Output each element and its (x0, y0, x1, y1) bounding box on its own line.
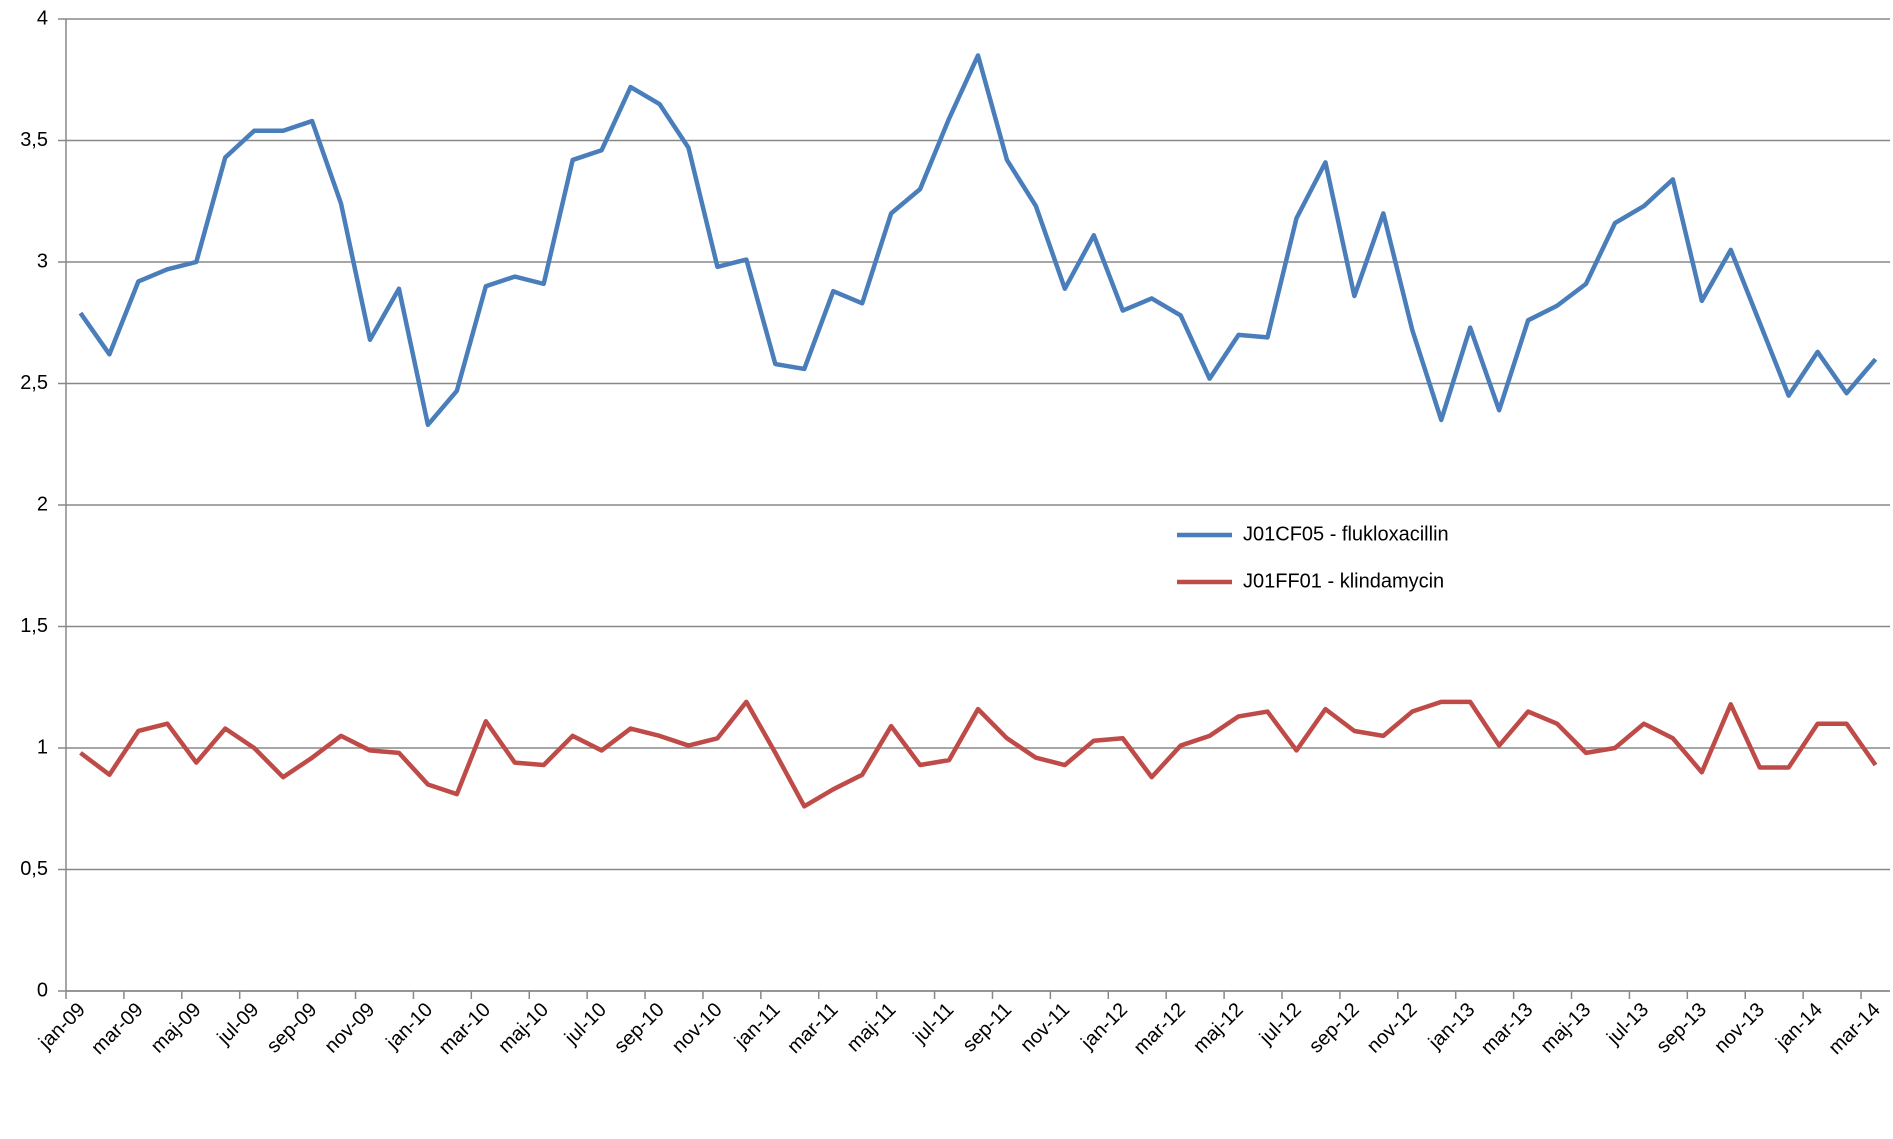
x-tick-label: sep-12 (1305, 999, 1364, 1058)
series-line (78, 53, 1878, 428)
y-tick-label: 1 (37, 736, 48, 758)
x-tick-label: nov-13 (1710, 999, 1769, 1058)
y-tick-label: 3,5 (20, 129, 48, 151)
x-tick-label: nov-09 (320, 999, 379, 1058)
x-tick-label: nov-11 (1016, 999, 1074, 1057)
x-tick-label: jul-10 (560, 999, 611, 1050)
x-tick-label: mar-11 (783, 999, 842, 1058)
x-tick-label: sep-10 (610, 999, 669, 1058)
x-tick-label: maj-13 (1536, 999, 1595, 1058)
x-tick-label: jan-09 (34, 999, 90, 1055)
x-tick-label: jan-12 (1076, 999, 1132, 1055)
x-tick-label: mar-12 (1130, 999, 1190, 1059)
y-tick-label: 4 (37, 7, 48, 29)
x-tick-label: jul-11 (909, 999, 959, 1049)
x-tick-label: mar-14 (1824, 999, 1884, 1059)
x-tick-label: maj-10 (494, 999, 553, 1058)
x-tick-label: nov-10 (668, 999, 727, 1058)
legend-label: J01FF01 - klindamycin (1243, 570, 1444, 592)
x-tick-label: jan-13 (1424, 999, 1480, 1055)
x-tick-label: sep-11 (958, 999, 1016, 1057)
x-tick-label: maj-11 (843, 999, 901, 1057)
legend-label: J01CF05 - flukloxacillin (1243, 523, 1449, 545)
x-tick-label: jul-09 (213, 999, 264, 1050)
x-tick-label: sep-13 (1652, 999, 1711, 1058)
x-tick-label: jul-13 (1602, 999, 1653, 1050)
x-tick-label: mar-10 (435, 999, 495, 1059)
x-tick-label: maj-09 (147, 999, 206, 1058)
y-tick-label: 3 (37, 250, 48, 272)
y-tick-label: 0,5 (20, 858, 48, 880)
x-tick-label: mar-09 (87, 999, 147, 1059)
series-line (79, 699, 1878, 809)
y-tick-label: 1,5 (20, 615, 48, 637)
x-tick-label: jul-12 (1255, 999, 1306, 1050)
x-tick-label: maj-12 (1189, 999, 1248, 1058)
y-tick-label: 2 (37, 493, 48, 515)
x-tick-label: jan-11 (730, 999, 785, 1054)
x-tick-label: jan-10 (382, 999, 438, 1055)
x-tick-label: nov-12 (1363, 999, 1422, 1058)
x-tick-label: sep-09 (263, 999, 322, 1058)
y-tick-label: 0 (37, 979, 48, 1001)
y-tick-label: 2,5 (20, 372, 48, 394)
x-tick-label: mar-13 (1477, 999, 1537, 1059)
x-tick-label: jan-14 (1771, 999, 1827, 1055)
